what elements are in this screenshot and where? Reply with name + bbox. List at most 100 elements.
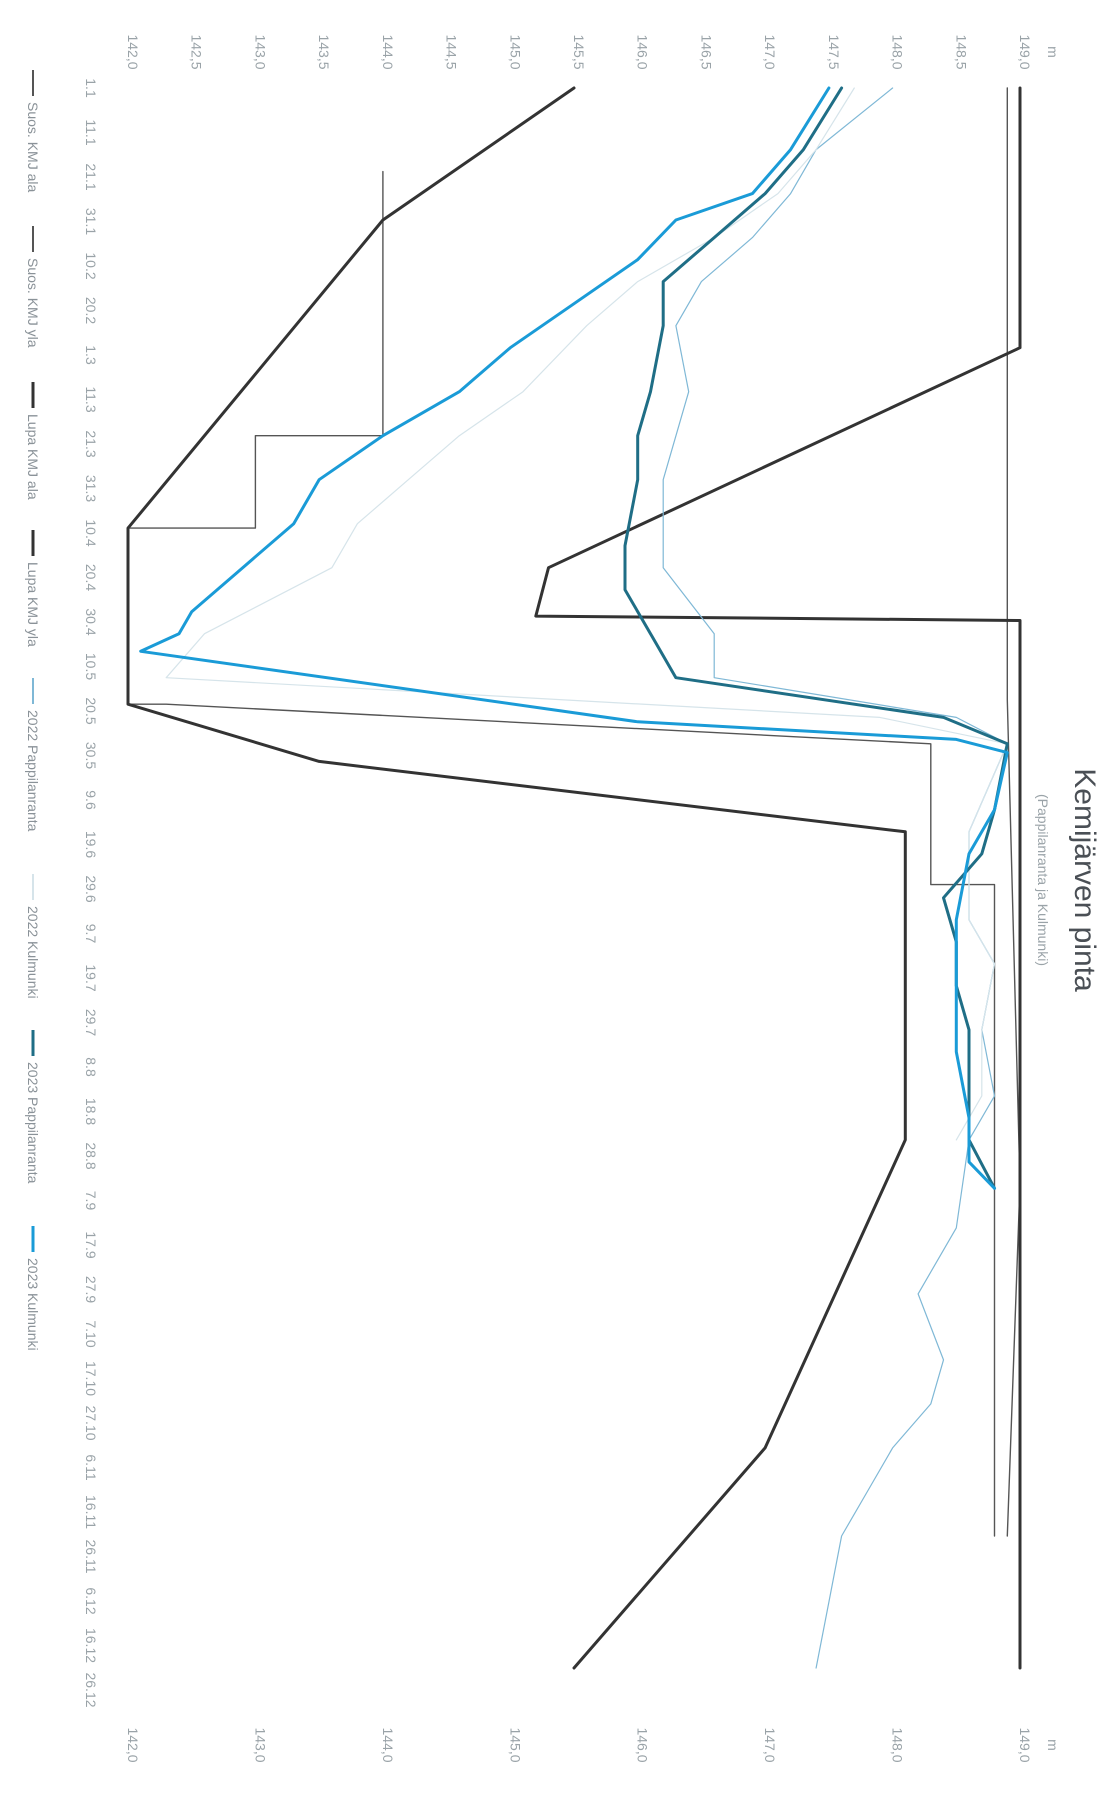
x-tick: 28.8 — [83, 1142, 99, 1169]
y-tick-top: 147,0 — [762, 34, 778, 69]
x-tick-label: 1.3 — [83, 345, 99, 365]
y-tick-top: 144,5 — [444, 34, 460, 69]
chart-subtitle: (Pappilanranta ja Kulmunki) — [1035, 794, 1051, 966]
x-tick-label: 16.12 — [83, 1628, 99, 1663]
x-tick-label: 10.5 — [83, 653, 99, 680]
x-tick: 27.9 — [83, 1276, 99, 1303]
chart-subtitle-group: (Pappilanranta ja Kulmunki) — [1035, 794, 1051, 966]
x-tick: 16.11 — [83, 1495, 99, 1529]
x-tick-label: 30.5 — [83, 742, 99, 769]
y-tick-bottom-label: 149,0 — [1017, 1727, 1033, 1762]
x-tick: 19.6 — [83, 831, 99, 858]
y-tick-top: 149,0 — [1017, 34, 1033, 69]
y-tick-bottom: 146,0 — [635, 1727, 651, 1762]
x-tick-label: 16.11 — [83, 1495, 99, 1529]
y-tick-top-label: 147,0 — [762, 34, 778, 69]
x-tick-label: 19.6 — [83, 831, 99, 858]
series-line — [126, 86, 907, 1670]
y-tick-top: 146,5 — [698, 34, 714, 69]
y-tick-bottom: 144,0 — [380, 1727, 396, 1762]
y-tick-top-label: 142,5 — [189, 34, 205, 69]
y-unit-top: m — [1045, 46, 1061, 58]
y-tick-bottom-label: 148,0 — [890, 1727, 906, 1762]
x-tick-label: 11.1 — [83, 119, 99, 145]
y-unit-bottom-label: m — [1045, 1739, 1061, 1751]
x-tick: 29.6 — [83, 875, 99, 902]
x-tick-label: 1.1 — [83, 78, 99, 98]
x-tick-label: 21.3 — [83, 430, 99, 457]
x-tick: 7.10 — [83, 1320, 99, 1347]
y-tick-bottom-label: 144,0 — [380, 1727, 396, 1762]
series-line — [534, 86, 1022, 1670]
y-tick-top-label: 147,5 — [826, 34, 842, 69]
y-tick-top-label: 144,5 — [444, 34, 460, 69]
series-line — [623, 86, 1009, 1190]
y-tick-top: 147,5 — [826, 34, 842, 69]
x-tick-label: 10.2 — [83, 252, 99, 279]
series-line — [139, 86, 1009, 1190]
y-tick-top-label: 146,0 — [635, 34, 651, 69]
y-tick-top-label: 149,0 — [1017, 34, 1033, 69]
x-tick: 17.10 — [83, 1361, 99, 1396]
x-tick-label: 20.2 — [83, 297, 99, 324]
legend-label: Lupa KMJ yla — [25, 562, 41, 647]
x-tick: 31.3 — [83, 475, 99, 502]
y-tick-top: 145,5 — [571, 34, 587, 69]
series-line — [1006, 87, 1021, 1537]
series-line — [127, 170, 996, 1537]
y-tick-top: 143,5 — [316, 34, 332, 69]
series-line — [662, 87, 1008, 1669]
x-tick: 9.7 — [83, 924, 99, 944]
y-tick-bottom-label: 147,0 — [762, 1727, 778, 1762]
legend-label: Lupa KMJ ala — [25, 414, 41, 500]
x-tick-label: 10.4 — [83, 519, 99, 546]
x-tick: 11.1 — [83, 119, 99, 145]
legend-label: Suos. KMJ yla — [25, 258, 41, 348]
x-tick: 7.9 — [83, 1191, 99, 1211]
x-tick: 1.1 — [83, 78, 99, 98]
y-tick-top-label: 142,0 — [125, 34, 141, 69]
x-tick: 30.5 — [83, 742, 99, 769]
x-tick-label: 26.12 — [83, 1672, 99, 1707]
x-tick: 27.10 — [83, 1405, 99, 1440]
y-tick-top-label: 148,5 — [953, 34, 969, 69]
y-tick-bottom-label: 145,0 — [507, 1727, 523, 1762]
x-tick: 26.11 — [83, 1540, 99, 1574]
y-tick-top: 142,5 — [189, 34, 205, 69]
x-tick-label: 17.10 — [83, 1361, 99, 1396]
chart-title: Kemijärven pinta — [1068, 768, 1101, 992]
x-tick: 21.3 — [83, 430, 99, 457]
y-tick-bottom-label: 142,0 — [125, 1727, 141, 1762]
x-tick: 9.6 — [83, 790, 99, 810]
x-tick-label: 27.10 — [83, 1405, 99, 1440]
y-tick-bottom: 142,0 — [125, 1727, 141, 1762]
x-tick-label: 30.4 — [83, 608, 99, 635]
x-tick-label: 20.5 — [83, 697, 99, 724]
x-tick: 10.5 — [83, 653, 99, 680]
x-tick-label: 6.12 — [83, 1587, 99, 1614]
y-tick-top: 144,0 — [380, 34, 396, 69]
y-tick-top-label: 145,0 — [507, 34, 523, 69]
legend-label: 2023 Pappilanranta — [25, 1062, 41, 1184]
x-tick-label: 6.11 — [83, 1454, 99, 1480]
y-tick-bottom: 143,0 — [252, 1727, 268, 1762]
x-tick-label: 27.9 — [83, 1276, 99, 1303]
y-tick-bottom: 147,0 — [762, 1727, 778, 1762]
x-tick: 26.12 — [83, 1672, 99, 1707]
y-tick-top: 145,0 — [507, 34, 523, 69]
y-tick-bottom-label: 143,0 — [252, 1727, 268, 1762]
y-unit-bottom: m — [1045, 1739, 1061, 1751]
y-tick-bottom: 145,0 — [507, 1727, 523, 1762]
y-tick-top: 142,0 — [125, 34, 141, 69]
x-tick: 11.3 — [83, 386, 99, 412]
x-tick: 30.4 — [83, 608, 99, 635]
y-tick-top-label: 148,0 — [890, 34, 906, 69]
x-tick-label: 18.8 — [83, 1098, 99, 1125]
x-tick-label: 9.6 — [83, 790, 99, 810]
legend: Suos. KMJ ala Suos. KMJ yla Lupa KMJ ala Lu… — [25, 70, 41, 1351]
x-tick-label: 21.1 — [83, 163, 99, 190]
y-tick-top-label: 143,5 — [316, 34, 332, 69]
x-tick-label: 11.3 — [83, 386, 99, 412]
